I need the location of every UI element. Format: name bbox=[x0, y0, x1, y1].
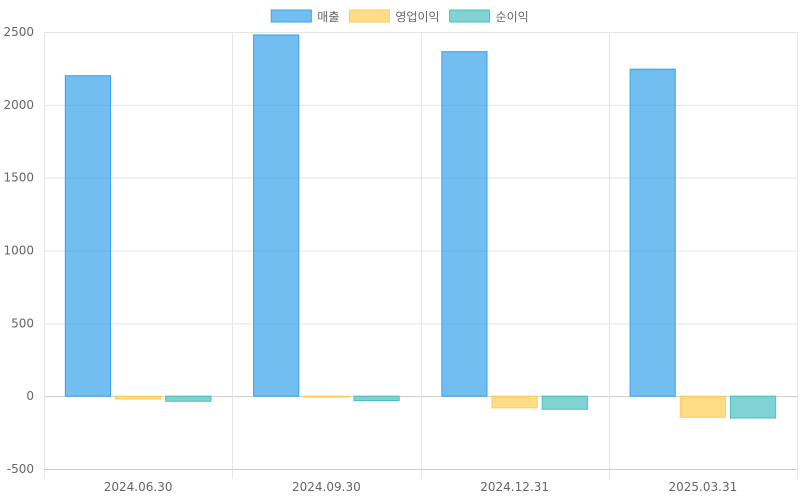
bar-net-profit bbox=[165, 395, 212, 402]
bar-operating-profit bbox=[303, 395, 350, 398]
x-tick-label: 2024.12.31 bbox=[480, 480, 549, 494]
bar-operating-profit bbox=[679, 395, 726, 418]
bar-revenue bbox=[253, 34, 300, 397]
bar-operating-profit bbox=[491, 395, 538, 409]
legend-swatch-net-profit[interactable] bbox=[449, 9, 491, 23]
legend-label-operating-profit[interactable]: 영업이익 bbox=[395, 10, 439, 24]
bar-net-profit bbox=[353, 395, 400, 402]
legend-label-revenue[interactable]: 매출 bbox=[317, 10, 339, 24]
legend: 매출 영업이익 순이익 bbox=[270, 9, 529, 24]
y-tick-label: 0 bbox=[26, 389, 34, 403]
y-axis: -500 0 500 1000 1500 2000 2500 bbox=[3, 25, 34, 476]
x-tick-label: 2025.03.31 bbox=[669, 480, 738, 494]
y-tick-label: 1000 bbox=[3, 244, 34, 258]
y-tick-label: 2500 bbox=[3, 25, 34, 39]
x-axis: 2024.06.30 2024.09.30 2024.12.31 2025.03.31 bbox=[104, 480, 737, 494]
bar-revenue bbox=[441, 51, 488, 397]
bar-revenue bbox=[64, 75, 112, 397]
legend-swatch-revenue[interactable] bbox=[270, 9, 312, 23]
x-tick-label: 2024.09.30 bbox=[292, 480, 361, 494]
bars bbox=[64, 34, 777, 419]
y-tick-label: -500 bbox=[7, 462, 34, 476]
bar-net-profit bbox=[729, 395, 777, 419]
bar-revenue bbox=[629, 68, 676, 397]
legend-swatch-operating-profit[interactable] bbox=[348, 9, 390, 23]
bar-operating-profit bbox=[115, 395, 162, 400]
y-tick-label: 1500 bbox=[3, 171, 34, 185]
x-tick-label: 2024.06.30 bbox=[104, 480, 173, 494]
bar-net-profit bbox=[541, 395, 588, 410]
legend-label-net-profit[interactable]: 순이익 bbox=[496, 10, 529, 24]
y-tick-label: 2000 bbox=[3, 98, 34, 112]
y-tick-label: 500 bbox=[11, 316, 34, 330]
